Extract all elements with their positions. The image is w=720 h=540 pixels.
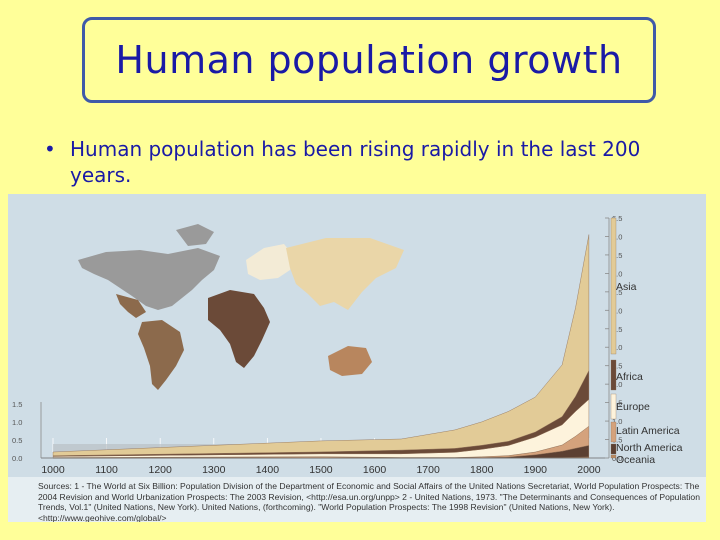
chart-axes: 1000 1100 1200 1300 1400 1500 1600 1700 1800 1900…: [12, 214, 622, 476]
x-tick-label: 1100: [95, 464, 118, 476]
map-north-america: [78, 248, 220, 310]
legend-label-north-america: North America: [616, 442, 683, 454]
bullet-marker: •: [44, 137, 56, 161]
map-europe: [246, 244, 294, 280]
y-right-tick-label: 6.0: [612, 232, 622, 241]
y-right-tick-label: 2.0: [612, 380, 622, 389]
legend-label-asia: Asia: [616, 281, 637, 293]
legend-swatch: [610, 454, 617, 459]
map-south-america: [138, 320, 184, 390]
map-oceania: [328, 346, 372, 376]
area-asia: [52, 234, 590, 456]
x-tick-label: 1500: [309, 464, 333, 476]
y-right-tick-label: 4.5: [612, 288, 622, 297]
population-chart: 1000 1100 1200 1300 1400 1500 1600 1700 1800 1900…: [8, 194, 706, 477]
population-figure: 1000 1100 1200 1300 1400 1500 1600 1700 1800 1900…: [8, 194, 706, 522]
legend-swatch: [610, 393, 617, 420]
y-right-tick-label: 6.5: [612, 214, 622, 223]
x-tick-label: 1000: [41, 464, 65, 476]
y-right-tick-label: 5.5: [612, 251, 622, 260]
legend-swatch: [610, 443, 617, 455]
y-right-tick-label: 0.5: [612, 436, 622, 445]
title-box: Human population growth: [82, 17, 656, 103]
map-africa: [208, 290, 270, 368]
legend-swatch: [610, 217, 617, 355]
chart-background: [8, 194, 706, 477]
chart-legend: Asia Africa Europe Latin America North Ameri…: [610, 217, 683, 466]
slide-title: Human population growth: [115, 38, 623, 82]
y-right-tick-label: 5.0: [612, 269, 622, 278]
map-asia: [286, 238, 404, 310]
x-tick-label: 1700: [416, 464, 440, 476]
y-right-tick-label: 0.0: [612, 454, 622, 463]
x-tick-label: 1400: [256, 464, 280, 476]
sources-text: Sources: 1 - The World at Six Billion: P…: [38, 481, 700, 522]
y-left-tick-label: 1.5: [12, 400, 22, 409]
y-left-tick-label: 0.0: [12, 454, 22, 463]
x-tick-label: 1900: [524, 464, 548, 476]
legend-label-oceania: Oceania: [616, 454, 655, 466]
y-left-tick-label: 0.5: [12, 436, 22, 445]
y-right-tick-label: 3.5: [612, 325, 622, 334]
x-tick-label: 1600: [363, 464, 387, 476]
sources-panel: [8, 477, 706, 522]
x-tick-label: 2000: [577, 464, 601, 476]
map-greenland: [176, 224, 214, 246]
y-right-tick-label: 2.5: [612, 362, 622, 371]
x-tick-label: 1300: [202, 464, 226, 476]
legend-swatch: [610, 359, 617, 391]
world-map: [78, 224, 404, 390]
bullet-text: Human population has been rising rapidly…: [70, 137, 641, 187]
y-left-tick-label: 1.0: [12, 418, 22, 427]
x-tick-label: 1800: [470, 464, 494, 476]
y-right-tick-label: 1.5: [612, 399, 622, 408]
legend-label-europe: Europe: [616, 401, 650, 413]
x-tick-label: 1200: [149, 464, 173, 476]
y-right-tick-label: 1.0: [612, 417, 622, 426]
legend-label-africa: Africa: [616, 371, 643, 383]
y-right-tick-label: 3.0: [612, 343, 622, 352]
legend-swatch: [610, 421, 617, 443]
legend-label-latin-america: Latin America: [616, 425, 680, 437]
map-latin-america: [116, 294, 146, 318]
y-right-tick-label: 4.0: [612, 306, 622, 315]
